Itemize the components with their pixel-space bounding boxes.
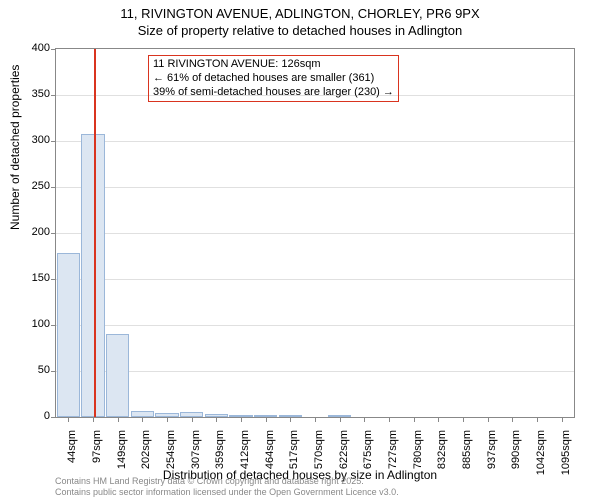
y-tick [51,141,56,142]
y-tick [51,417,56,418]
annotation-box: 11 RIVINGTON AVENUE: 126sqm← 61% of deta… [148,55,399,102]
x-tick-label: 622sqm [338,430,350,469]
x-tick [315,417,316,422]
x-tick [438,417,439,422]
y-tick [51,325,56,326]
x-tick-label: 412sqm [239,430,251,469]
gridline [56,141,574,142]
y-tick [51,95,56,96]
x-tick [142,417,143,422]
footer-attribution: Contains HM Land Registry data © Crown c… [55,476,399,498]
x-tick-label: 780sqm [412,430,424,469]
annotation-line: 39% of semi-detached houses are larger (… [153,86,394,100]
x-tick-label: 727sqm [387,430,399,469]
x-tick-label: 254sqm [165,430,177,469]
x-tick [68,417,69,422]
x-tick-label: 202sqm [140,430,152,469]
x-tick [167,417,168,422]
x-tick [389,417,390,422]
x-tick [266,417,267,422]
x-tick-label: 885sqm [461,430,473,469]
y-tick [51,279,56,280]
chart-title: 11, RIVINGTON AVENUE, ADLINGTON, CHORLEY… [0,0,600,40]
x-tick-label: 97sqm [91,430,103,463]
title-line-2: Size of property relative to detached ho… [138,23,463,38]
gridline [56,187,574,188]
annotation-line: 11 RIVINGTON AVENUE: 126sqm [153,58,394,72]
bar [81,134,104,417]
footer-line-2: Contains public sector information licen… [55,487,399,497]
x-tick [512,417,513,422]
y-tick-label: 50 [10,364,50,376]
x-tick-label: 517sqm [288,430,300,469]
x-tick-label: 570sqm [313,430,325,469]
y-tick-label: 100 [10,318,50,330]
y-tick-label: 400 [10,42,50,54]
gridline [56,325,574,326]
x-tick [118,417,119,422]
y-tick-label: 150 [10,272,50,284]
x-tick [241,417,242,422]
x-tick-label: 464sqm [264,430,276,469]
y-tick-label: 250 [10,180,50,192]
x-tick-label: 675sqm [362,430,374,469]
plot-area: 44sqm97sqm149sqm202sqm254sqm307sqm359sqm… [55,48,575,418]
y-tick [51,187,56,188]
gridline [56,279,574,280]
annotation-line: ← 61% of detached houses are smaller (36… [153,72,394,86]
x-tick [290,417,291,422]
gridline [56,371,574,372]
y-tick [51,233,56,234]
x-tick [537,417,538,422]
y-tick [51,371,56,372]
y-tick [51,49,56,50]
y-tick-label: 300 [10,134,50,146]
x-tick-label: 990sqm [510,430,522,469]
x-tick-label: 359sqm [214,430,226,469]
bar [106,334,129,417]
x-tick [340,417,341,422]
y-tick-label: 200 [10,226,50,238]
x-tick [216,417,217,422]
x-tick [364,417,365,422]
x-tick-label: 307sqm [190,430,202,469]
x-tick [488,417,489,422]
x-tick-label: 937sqm [486,430,498,469]
x-tick [192,417,193,422]
x-tick [414,417,415,422]
x-tick-label: 44sqm [66,430,78,463]
reference-line [94,49,96,417]
bar [57,253,80,417]
y-tick-label: 0 [10,410,50,422]
footer-line-1: Contains HM Land Registry data © Crown c… [55,476,364,486]
x-tick [562,417,563,422]
title-line-1: 11, RIVINGTON AVENUE, ADLINGTON, CHORLEY… [120,6,479,21]
y-tick-label: 350 [10,88,50,100]
gridline [56,233,574,234]
x-tick-label: 832sqm [436,430,448,469]
x-tick [463,417,464,422]
x-tick-label: 149sqm [116,430,128,469]
x-tick [93,417,94,422]
